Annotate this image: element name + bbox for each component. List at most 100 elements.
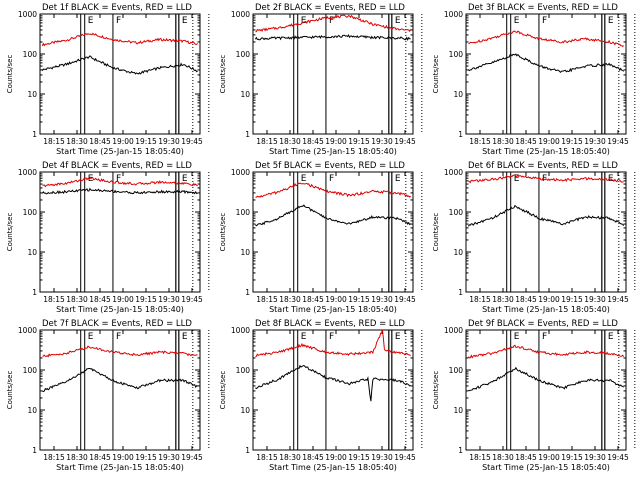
x-tick-label: 19:15 — [561, 295, 583, 304]
panel-title: Det 5f BLACK = Events, RED = LLD — [255, 161, 405, 171]
x-tick-label: 18:15 — [469, 453, 491, 462]
x-tick-label: 18:30 — [279, 295, 301, 304]
x-tick-label: 18:15 — [43, 295, 65, 304]
x-tick-label: 19:45 — [607, 453, 629, 462]
marker-label: E — [395, 332, 401, 342]
x-tick-label: 18:15 — [43, 137, 65, 146]
x-tick-label: 19:30 — [158, 453, 180, 462]
series-line — [41, 55, 198, 75]
panel-det-7f: Det 7f BLACK = Events, RED = LLD 1 10 100 10… — [6, 319, 210, 472]
marker-label: E — [301, 332, 307, 342]
y-tick-label: 100 — [236, 208, 251, 217]
y-tick-label: 1 — [458, 288, 463, 297]
x-tick-label: 18:45 — [89, 137, 111, 146]
plot-frame — [465, 329, 627, 451]
y-tick-label: 100 — [449, 366, 464, 375]
panel-title: Det 9f BLACK = Events, RED = LLD — [468, 319, 618, 329]
x-tick-label: 18:45 — [89, 453, 111, 462]
y-tick-label: 1000 — [444, 326, 463, 335]
series-line — [254, 33, 411, 42]
series-line — [468, 366, 624, 392]
x-tick-label: 18:45 — [302, 453, 324, 462]
x-tick-label: 19:45 — [181, 453, 203, 462]
plot-frame — [252, 171, 414, 293]
y-tick-label: 1000 — [231, 168, 250, 177]
x-tick-label: 18:45 — [515, 137, 537, 146]
x-tick-label: 18:45 — [302, 137, 324, 146]
x-tick-label: 19:00 — [538, 295, 560, 304]
series-line — [467, 204, 625, 227]
y-axis-label: Counts/sec — [6, 371, 14, 410]
x-tick-label: 18:30 — [66, 137, 88, 146]
y-tick-label: 10 — [27, 406, 37, 415]
y-tick-label: 1 — [32, 446, 37, 455]
marker-label: E — [301, 174, 307, 184]
y-tick-label: 100 — [449, 208, 464, 217]
marker-label: F — [116, 332, 121, 342]
x-tick-label: 18:45 — [89, 295, 111, 304]
x-tick-label: 19:30 — [584, 453, 606, 462]
y-tick-label: 10 — [240, 406, 250, 415]
x-tick-label: 19:30 — [371, 453, 393, 462]
y-tick-label: 100 — [449, 50, 464, 59]
marker-label: F — [116, 16, 121, 26]
y-tick-label: 1 — [458, 130, 463, 139]
x-tick-label: 19:45 — [181, 295, 203, 304]
series-line — [255, 329, 411, 358]
y-tick-label: 1 — [245, 288, 250, 297]
x-tick-label: 19:30 — [584, 137, 606, 146]
y-tick-label: 1000 — [444, 10, 463, 19]
series-line — [255, 204, 411, 227]
x-axis-label: Start Time (25-Jan-15 18:05:40) — [269, 305, 397, 314]
panel-title: Det 7f BLACK = Events, RED = LLD — [42, 319, 192, 329]
y-tick-label: 10 — [453, 90, 463, 99]
series-line — [255, 182, 411, 198]
marker-label: E — [88, 16, 94, 26]
x-tick-label: 19:45 — [607, 137, 629, 146]
y-tick-label: 1 — [245, 130, 250, 139]
marker-label: E — [182, 174, 188, 184]
x-tick-label: 18:15 — [43, 453, 65, 462]
x-tick-label: 18:15 — [256, 453, 278, 462]
marker-label: F — [329, 174, 334, 184]
y-tick-label: 1 — [458, 446, 463, 455]
panel-det-5f: Det 5f BLACK = Events, RED = LLD 1 10 100 10… — [219, 161, 423, 314]
x-tick-label: 19:30 — [371, 295, 393, 304]
y-tick-label: 1000 — [18, 326, 37, 335]
panel-title: Det 4f BLACK = Events, RED = LLD — [42, 161, 192, 171]
panel-det-6f: Det 6f BLACK = Events, RED = LLD 1 10 100 10… — [432, 161, 636, 314]
y-axis-label: Counts/sec — [432, 55, 440, 94]
plot-frame — [39, 329, 201, 451]
marker-label: F — [116, 174, 121, 184]
panel-det-3f: Det 3f BLACK = Events, RED = LLD 1 10 100 10… — [432, 3, 636, 156]
y-axis-label: Counts/sec — [219, 213, 227, 252]
x-tick-label: 18:30 — [492, 453, 514, 462]
marker-label: F — [542, 332, 547, 342]
x-axis-label: Start Time (25-Jan-15 18:05:40) — [269, 463, 397, 472]
x-tick-label: 19:30 — [584, 295, 606, 304]
marker-label: E — [88, 174, 94, 184]
y-axis-label: Counts/sec — [6, 213, 14, 252]
y-axis-label: Counts/sec — [432, 371, 440, 410]
y-axis-label: Counts/sec — [432, 213, 440, 252]
series-line — [468, 30, 624, 48]
series-line — [255, 14, 412, 33]
x-axis-label: Start Time (25-Jan-15 18:05:40) — [269, 147, 397, 156]
x-tick-label: 19:30 — [158, 295, 180, 304]
panel-title: Det 8f BLACK = Events, RED = LLD — [255, 319, 405, 329]
x-tick-label: 19:00 — [325, 295, 347, 304]
series-line — [468, 174, 624, 184]
y-axis-label: Counts/sec — [219, 55, 227, 94]
x-tick-label: 19:15 — [348, 453, 370, 462]
y-tick-label: 1000 — [444, 168, 463, 177]
x-tick-label: 18:45 — [515, 295, 537, 304]
panel-title: Det 1f BLACK = Events, RED = LLD — [42, 3, 192, 13]
y-tick-label: 10 — [453, 406, 463, 415]
plot-frame — [465, 13, 627, 135]
y-tick-label: 100 — [23, 366, 38, 375]
x-axis-label: Start Time (25-Jan-15 18:05:40) — [56, 305, 184, 314]
series-line — [42, 345, 198, 358]
panel-title: Det 6f BLACK = Events, RED = LLD — [468, 161, 618, 171]
x-tick-label: 19:45 — [394, 295, 416, 304]
